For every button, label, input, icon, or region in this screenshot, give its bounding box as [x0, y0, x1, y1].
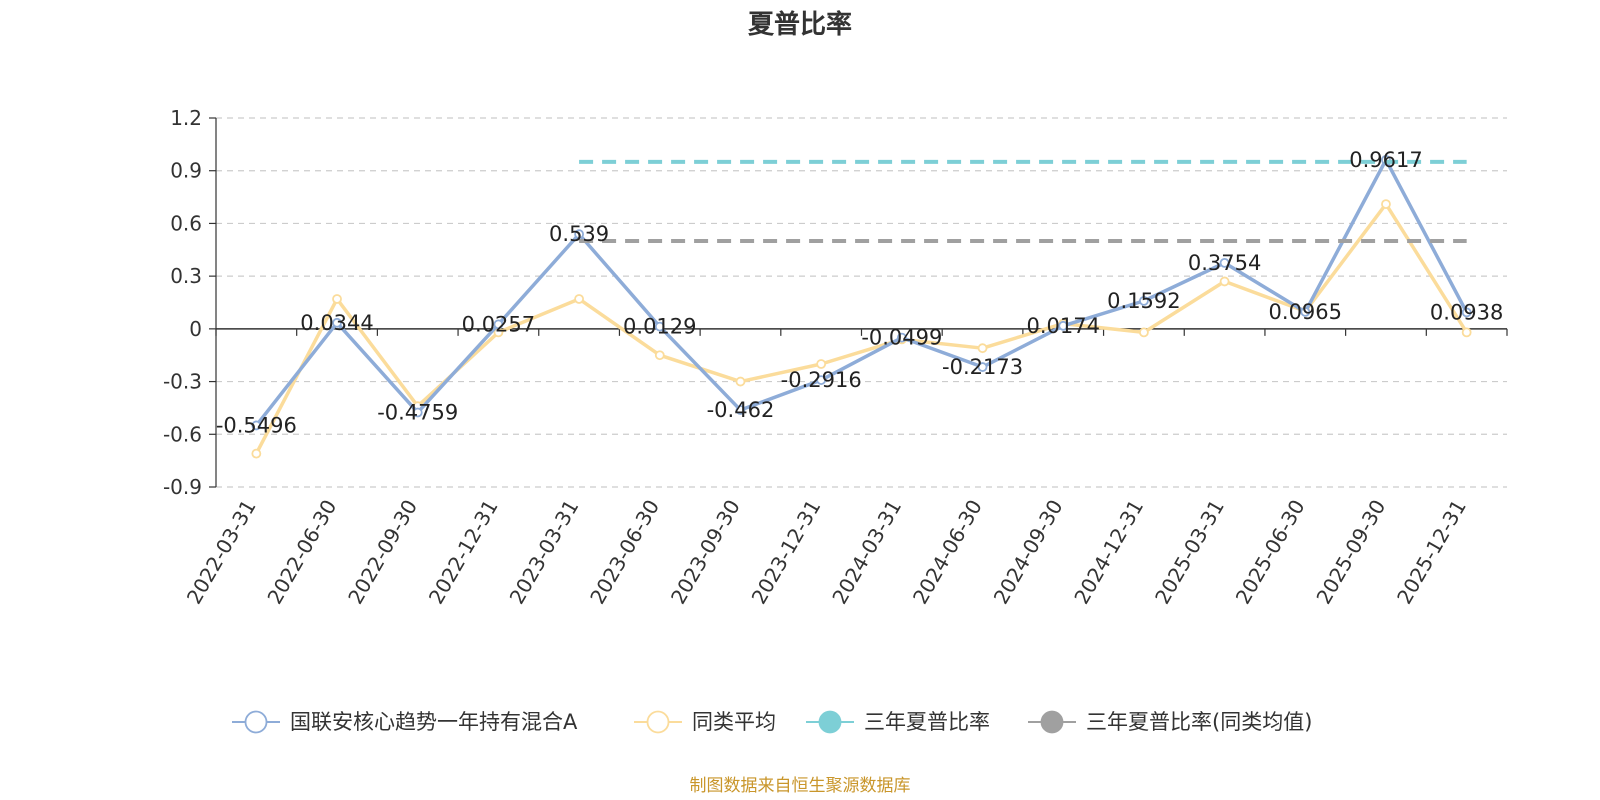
legend-label-1: 同类平均 [692, 710, 776, 734]
legend-marker-0 [244, 710, 268, 734]
series-line-0 [254, 158, 1469, 427]
data-label: -0.5496 [216, 413, 297, 437]
series-0-point [1300, 307, 1311, 317]
series-layer [251, 154, 1472, 459]
series-1-point [574, 294, 584, 304]
legend-label-0: 国联安核心趋势一年持有混合A [290, 710, 578, 734]
y-tick-label: -0.9 [163, 475, 202, 499]
x-category-label: 2022-12-31 [424, 496, 503, 609]
data-label: -0.2173 [942, 355, 1023, 379]
x-category-label: 2022-06-30 [262, 496, 341, 609]
x-category-label: 2023-09-30 [666, 496, 745, 609]
y-tick-label: 0.9 [170, 159, 202, 183]
data-label: -0.4759 [377, 400, 458, 424]
legend-label-2: 三年夏普比率 [864, 710, 990, 734]
series-0-point [574, 229, 584, 240]
chart-title: 夏普比率 [748, 9, 852, 40]
y-tick-label: 1.2 [170, 106, 202, 130]
data-source-note: 制图数据来自恒生聚源数据库 [690, 776, 911, 796]
y-tick-label: -0.3 [163, 370, 202, 394]
legend-marker-1 [646, 710, 670, 734]
data-label: 0.0344 [300, 311, 373, 335]
x-category-label: 2024-12-31 [1069, 496, 1148, 609]
legend-marker-3 [1040, 710, 1064, 734]
x-category-label: 2023-12-31 [747, 496, 826, 609]
series-0-point [1058, 320, 1069, 331]
x-category-label: 2022-03-31 [182, 496, 261, 609]
data-label: 0.0938 [1430, 300, 1503, 324]
x-category-label: 2023-03-31 [505, 496, 584, 609]
series-0-point [735, 405, 746, 415]
x-category-label: 2025-09-30 [1311, 496, 1390, 609]
series-1-point [735, 376, 746, 387]
legend-label-3: 三年夏普比率(同类均值) [1086, 710, 1312, 734]
data-label: 0.0965 [1269, 300, 1342, 324]
series-1-point [977, 343, 988, 354]
legend-marker-2 [818, 710, 842, 734]
series-1-point [1461, 327, 1472, 338]
series-1-point [251, 448, 262, 459]
x-category-label: 2025-03-31 [1150, 496, 1229, 609]
y-tick-label: -0.6 [163, 422, 202, 446]
series-0-point [332, 317, 342, 328]
legend: 国联安核心趋势一年持有混合A 同类平均 三年夏普比率 三年夏普比率(同类均值) [232, 710, 1312, 734]
data-label: -0.462 [707, 398, 775, 422]
series-1-point [654, 350, 665, 361]
series-0-point [654, 321, 665, 332]
x-category-label: 2025-12-31 [1392, 496, 1471, 609]
series-0-point [1139, 295, 1149, 306]
data-label: 0.9617 [1349, 148, 1422, 172]
data-label: 0.1592 [1107, 289, 1180, 313]
data-label: 0.539 [549, 222, 609, 246]
x-category-label: 2024-03-31 [827, 496, 906, 609]
series-1-point [1219, 276, 1230, 287]
x-category-label: 2025-06-30 [1231, 496, 1310, 609]
x-category-label: 2023-06-30 [585, 496, 664, 609]
data-label-layer: -0.5496 0.0344 -0.4759 0.0257 0.539 0.0129 -0.… [216, 148, 1504, 438]
x-category-label: 2024-09-30 [989, 496, 1068, 609]
data-label: -0.0499 [861, 326, 942, 350]
series-1-point [1139, 327, 1149, 338]
series-1-point [1381, 199, 1391, 210]
series-0-point [977, 362, 988, 372]
data-label: 0.0257 [462, 312, 535, 336]
data-label: 0.0174 [1026, 314, 1099, 338]
data-label: 0.3754 [1188, 251, 1261, 275]
y-tick-label: 0.3 [170, 264, 202, 288]
series-1-point [332, 294, 342, 304]
series-0-point [1219, 257, 1230, 268]
y-tick-label: 0.6 [170, 211, 202, 235]
series-0-point [493, 319, 504, 330]
series-0-point [816, 375, 827, 385]
series-0-point [251, 420, 262, 431]
series-0-point [896, 332, 907, 343]
series-0-point [1461, 307, 1472, 318]
data-label: -0.2916 [781, 368, 862, 392]
series-1-point [816, 359, 827, 369]
x-category-label: 2024-06-30 [908, 496, 987, 609]
x-category-label: 2022-09-30 [343, 496, 422, 609]
series-0-point [412, 407, 423, 418]
data-label: 0.0129 [623, 315, 696, 339]
y-tick-label: 0 [189, 317, 202, 341]
